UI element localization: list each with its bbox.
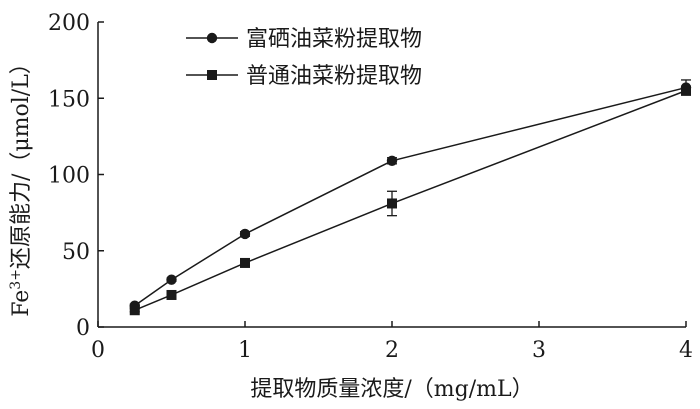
- data-point-circle: [239, 228, 251, 240]
- series-line: [134, 89, 687, 311]
- x-tick-label: 2: [385, 338, 399, 363]
- data-point-square: [387, 198, 397, 209]
- chart-series: [129, 79, 692, 316]
- legend-label: 富硒油菜粉提取物: [246, 27, 422, 52]
- data-point-square: [240, 257, 250, 268]
- x-tick-label: 4: [679, 338, 693, 363]
- y-tick-label: 50: [62, 240, 90, 265]
- legend-marker-square: [207, 70, 217, 80]
- y-tick-label: 150: [48, 87, 90, 112]
- x-tick-label: 0: [91, 338, 105, 363]
- legend-item-1: 富硒油菜粉提取物: [186, 27, 422, 52]
- legend-label: 普通油菜粉提取物: [246, 64, 422, 89]
- chart-axes: 0 1 2 3 4 0 50 100 150 200: [48, 11, 693, 363]
- x-axis-ticks: 0 1 2 3 4: [91, 321, 693, 363]
- data-point-circle: [386, 155, 398, 166]
- y-axis-title-superscript: 3+: [8, 269, 24, 290]
- y-tick-label: 0: [76, 316, 90, 341]
- legend-marker-circle: [206, 32, 218, 44]
- data-point-circle: [166, 274, 177, 285]
- y-tick-label: 100: [48, 164, 90, 189]
- data-point-square: [166, 289, 177, 300]
- y-tick-label: 200: [48, 11, 90, 36]
- x-tick-label: 1: [238, 338, 252, 363]
- y-axis-title: Fe3+还原能力/（μmol/L）: [8, 52, 34, 317]
- x-tick-label: 3: [532, 338, 546, 363]
- y-axis-ticks: 0 50 100 150 200: [48, 11, 104, 341]
- y-axis-title-prefix: Fe: [9, 290, 34, 317]
- legend-item-2: 普通油菜粉提取物: [186, 64, 422, 89]
- data-point-square: [129, 305, 140, 316]
- x-axis-title: 提取物质量浓度/（mg/mL）: [250, 377, 533, 402]
- data-point-square: [681, 85, 691, 96]
- series-2: [129, 85, 691, 316]
- y-axis-title-suffix: 还原能力/（μmol/L）: [9, 52, 34, 269]
